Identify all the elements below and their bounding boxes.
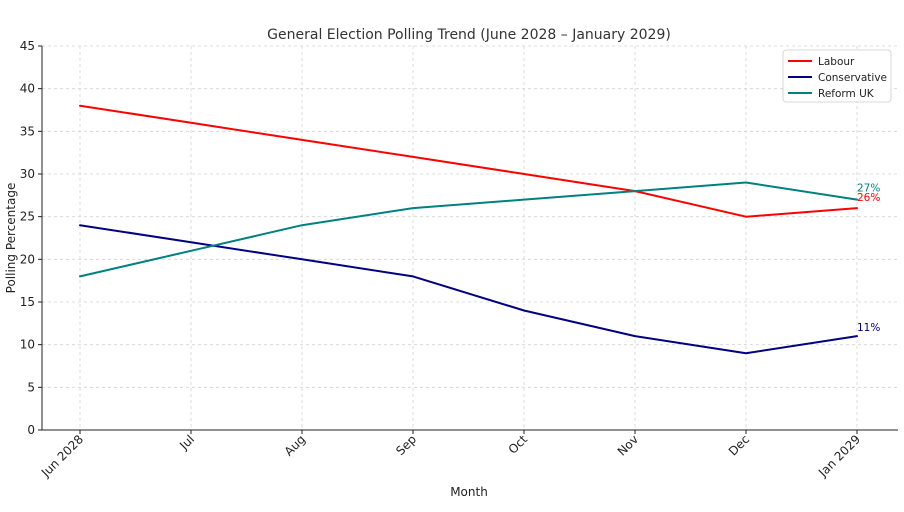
series-line-labour [79,104,858,218]
y-tick-label: 15 [20,295,35,309]
y-axis-label: Polling Percentage [4,183,18,294]
legend-entry: Labour [818,56,855,68]
x-tick-label: Jul [176,432,197,453]
x-axis-ticks: Jun 2028 Jul Aug Sep Oct Nov Dec Jan 2029 [38,430,863,480]
x-tick-label: Oct [506,432,531,457]
x-tick-label: Aug [282,432,308,458]
y-tick-label: 5 [27,380,35,394]
legend-box [782,49,892,103]
x-axis-label: Month [450,485,488,499]
series-line-reform-uk [79,181,858,278]
legend-entry: Conservative [818,72,887,84]
grid-lines [42,45,898,430]
y-tick-label: 0 [27,423,35,437]
y-axis-ticks: 0 5 10 15 20 25 30 35 40 45 [20,39,42,437]
x-tick-label: Sep [393,432,419,458]
x-tick-label: Jan 2029 [815,432,863,480]
axes [41,46,898,431]
y-tick-label: 30 [20,167,35,181]
y-tick-label: 40 [20,82,35,96]
end-labels: 26% 11% 27% [857,183,880,335]
y-tick-label: 45 [20,39,35,53]
x-tick-label: Dec [726,432,752,458]
end-label-reform-uk: 27% [857,183,880,195]
x-tick-label: Jun 2028 [38,432,86,480]
x-tick-label: Nov [615,432,641,458]
end-label-conservative: 11% [857,322,880,334]
legend: Labour Conservative Reform UK [782,49,892,103]
series-lines [79,104,858,355]
series-line-conservative [79,224,858,355]
y-tick-label: 35 [20,124,35,138]
y-tick-label: 10 [20,338,35,352]
end-label-labour: 26% [857,192,880,204]
y-tick-label: 25 [20,210,35,224]
y-tick-label: 20 [20,252,35,266]
legend-entry: Reform UK [818,88,875,100]
chart-title: General Election Polling Trend (June 202… [267,27,671,43]
